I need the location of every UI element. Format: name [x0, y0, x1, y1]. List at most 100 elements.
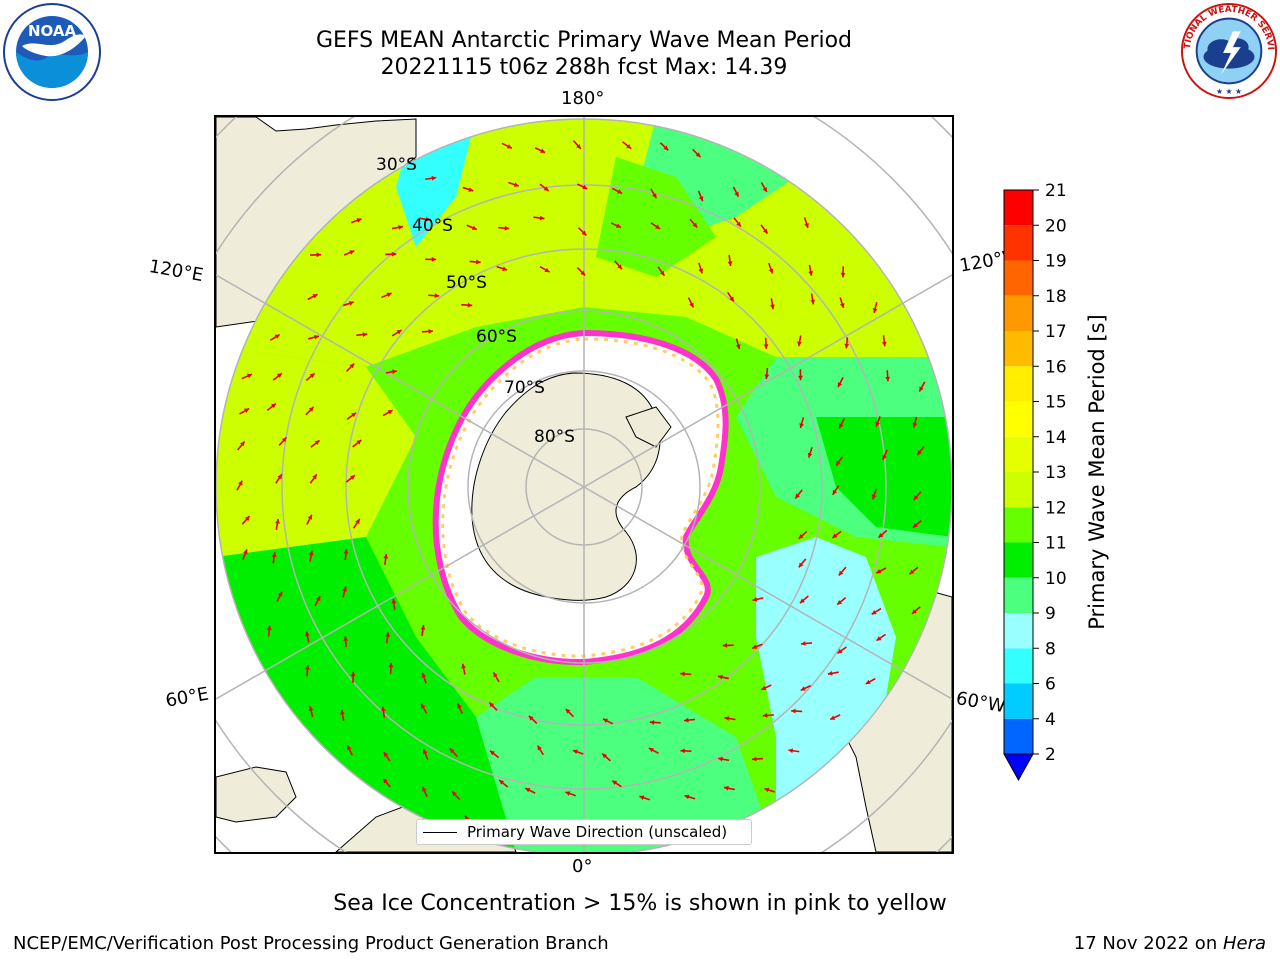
wave-arrow-head	[506, 144, 512, 149]
colorbar-band	[1004, 331, 1033, 367]
wave-arrow-head	[871, 494, 877, 500]
wave-arrow-head	[387, 410, 393, 415]
wave-arrow-head	[807, 452, 813, 458]
wave-arrow-head	[392, 369, 397, 375]
wave-arrow-head	[655, 224, 661, 229]
wave-arrow-head	[275, 519, 280, 524]
wave-arrow-head	[800, 686, 806, 691]
wave-arrow-head	[243, 549, 248, 555]
colorbar-band	[1004, 683, 1033, 719]
wave-arrow-head	[718, 674, 723, 680]
wave-arrow-head	[909, 569, 915, 575]
wave-arrow-head	[431, 175, 437, 181]
wave-arrow-head	[827, 670, 833, 676]
polar-map: 30°S 40°S 50°S 60°S 70°S 80°S	[216, 117, 952, 852]
wave-arrow-head	[724, 785, 729, 791]
wave-arrow-head	[528, 715, 534, 721]
wave-arrow-head	[381, 706, 386, 712]
wave-arrow-head	[540, 148, 546, 153]
lat-label-30s: 30°S	[376, 155, 417, 175]
wave-arrow-head	[305, 631, 310, 637]
wave-arrow-head	[617, 189, 623, 194]
wave-arrow-head	[838, 570, 844, 576]
wave-arrow-head	[836, 460, 841, 466]
legend-line-swatch	[423, 832, 457, 833]
wave-arrow-head	[383, 553, 389, 559]
wave-arrow-head	[871, 610, 877, 615]
wave-arrow-head	[881, 341, 887, 347]
wave-arrow-head	[356, 218, 362, 223]
wave-arrow-head	[398, 225, 403, 230]
wave-arrow-head	[388, 662, 394, 668]
wave-arrow-head	[244, 515, 250, 521]
wave-arrow-head	[385, 632, 391, 638]
colorbar-tick-label: 12	[1045, 498, 1067, 518]
lat-label-40s: 40°S	[412, 216, 453, 236]
wave-arrow-head	[467, 302, 473, 308]
wave-arrow-head	[830, 715, 836, 720]
wave-arrow-head	[798, 375, 803, 381]
lat-label-60s: 60°S	[476, 327, 517, 347]
wave-arrow-head	[612, 780, 618, 786]
wave-arrow-head	[356, 440, 362, 445]
wave-arrow-head	[882, 454, 887, 460]
colorbar-band	[1004, 648, 1033, 684]
wave-arrow-head	[544, 267, 550, 273]
wave-arrow-head	[602, 753, 608, 759]
colorbar-tick-label: 17	[1045, 322, 1067, 342]
wave-arrow-head	[763, 344, 769, 349]
wave-arrow-head	[565, 708, 571, 714]
wave-arrow-head	[751, 756, 757, 762]
colorbar-band	[1004, 260, 1033, 296]
wave-arrow-head	[247, 373, 253, 379]
lon-label-180: 180°	[561, 88, 605, 109]
wave-arrow-head	[349, 363, 355, 369]
wave-arrow-head	[343, 636, 349, 641]
wave-arrow-head	[875, 421, 881, 427]
colorbar-label: Primary Wave Mean Period [s]	[1085, 314, 1109, 630]
colorbar-band	[1004, 401, 1033, 437]
colorbar-tick-label: 18	[1045, 287, 1067, 307]
wave-arrow-head	[348, 301, 354, 306]
wave-arrow-head	[837, 648, 843, 654]
wave-arrow-head	[499, 780, 505, 785]
colorbar-tick-label: 21	[1045, 181, 1067, 201]
wave-arrow-head	[649, 720, 655, 725]
wave-arrow-head	[680, 671, 685, 677]
wave-arrow-head	[244, 408, 250, 413]
wave-arrow-head	[911, 609, 917, 614]
wave-arrow-head	[434, 293, 440, 299]
lat-label-80s: 80°S	[534, 427, 575, 447]
colorbar-tick-label: 14	[1045, 428, 1067, 448]
wave-arrow-head	[271, 552, 277, 558]
wave-arrow-head	[795, 493, 800, 499]
wave-arrow-head	[277, 591, 283, 597]
wave-arrow-head	[489, 702, 495, 708]
wave-arrow-head	[347, 745, 352, 751]
wave-arrow-head	[652, 193, 657, 199]
svg-text:★ ★ ★: ★ ★ ★	[1216, 87, 1242, 96]
wave-arrow-head	[383, 752, 389, 758]
wave-arrow-head	[576, 143, 581, 149]
colorbar-tick-label: 2	[1045, 745, 1056, 765]
wave-arrow-head	[525, 788, 531, 793]
wave-arrow-head	[876, 568, 882, 574]
wave-arrow-head	[502, 266, 508, 271]
wave-arrow-head	[729, 296, 734, 302]
lat-label-70s: 70°S	[504, 378, 545, 398]
wave-arrow-head	[461, 663, 466, 669]
wave-arrow-head	[788, 748, 794, 754]
wave-arrow-head	[307, 514, 312, 520]
wave-arrow-head	[876, 636, 882, 641]
wave-arrow-head	[421, 703, 426, 709]
colorbar-band	[1004, 225, 1033, 261]
wave-arrow-head	[885, 376, 891, 382]
wave-arrow-head	[799, 598, 805, 604]
wave-arrow-head	[349, 250, 355, 255]
wave-arrow-head	[308, 406, 314, 412]
wave-arrow-head	[582, 184, 588, 190]
wave-arrow-head	[872, 308, 878, 313]
wave-arrow-head	[722, 643, 728, 648]
wave-arrow-head	[239, 441, 245, 447]
wave-arrow-head	[386, 292, 392, 298]
